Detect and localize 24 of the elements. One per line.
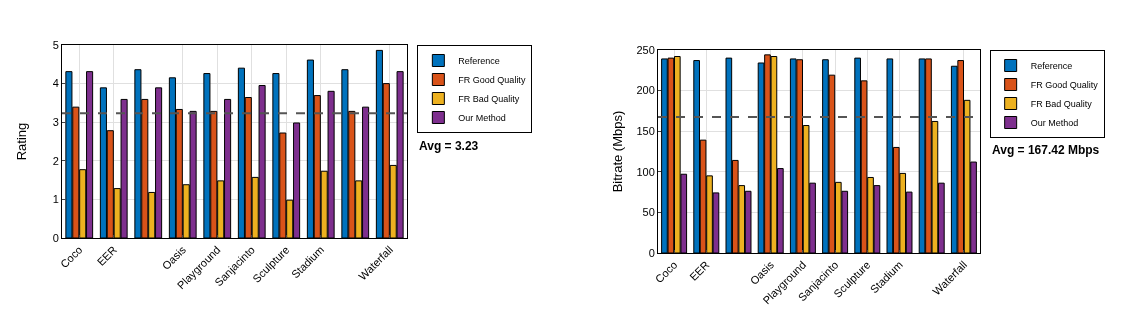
legend-label: FR Good Quality: [458, 75, 526, 86]
y-axis-title: Rating: [14, 122, 29, 161]
y-tick-label: 200: [636, 84, 655, 97]
y-tick-label: 100: [636, 165, 655, 178]
legend-label: Reference: [1030, 61, 1073, 72]
y-tick-label: 0: [52, 231, 59, 244]
y-tick-label: 1: [52, 193, 59, 206]
ref-line-label: Avg = 3.23: [419, 139, 479, 153]
y-axis-title: Bitrate (Mbps): [610, 110, 625, 193]
y-tick-label: 4: [52, 77, 59, 90]
y-tick-label: 50: [642, 206, 655, 219]
legend-label: FR Bad Quality: [1030, 99, 1093, 110]
legend-label: FR Bad Quality: [458, 94, 520, 105]
y-tick-label: 3: [52, 116, 59, 129]
y-tick-label: 0: [648, 246, 655, 259]
y-tick-label: 250: [636, 43, 655, 56]
legend-label: Our Method: [1030, 118, 1079, 129]
y-tick-label: 5: [52, 38, 59, 51]
legend-label: Reference: [458, 56, 500, 67]
legend-label: Our Method: [458, 113, 506, 124]
legend-label: FR Good Quality: [1030, 80, 1099, 91]
ref-line-label: Avg = 167.42 Mbps: [992, 143, 1100, 157]
y-tick-label: 150: [636, 125, 655, 138]
y-tick-label: 2: [52, 154, 59, 167]
